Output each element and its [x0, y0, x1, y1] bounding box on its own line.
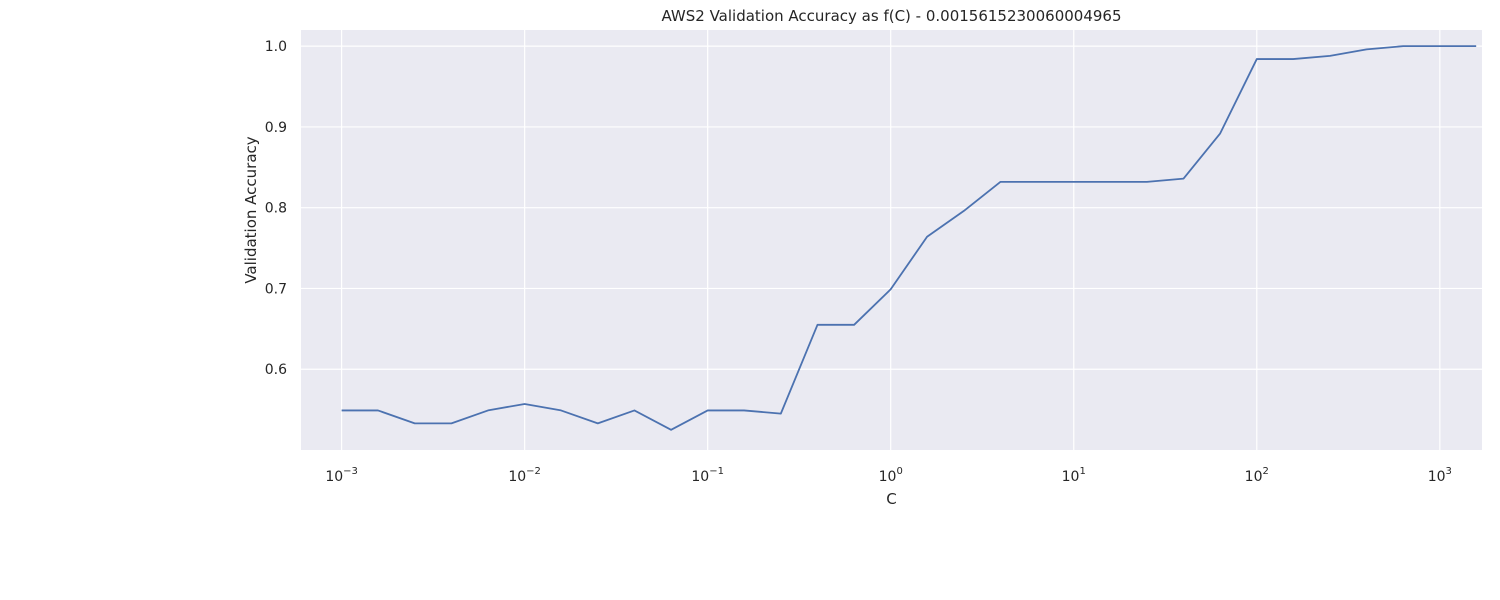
- x-axis-ticks: 10−3 10−2 10−1 100 101 102 103: [325, 466, 1452, 485]
- x-tick-label: 102: [1245, 466, 1269, 485]
- y-axis-ticks: 0.6 0.7 0.8 0.9 1.0: [265, 39, 287, 378]
- y-tick-label: 1.0: [265, 39, 287, 55]
- chart-title: AWS2 Validation Accuracy as f(C) - 0.001…: [661, 7, 1121, 25]
- x-tick-label: 10−3: [325, 466, 358, 485]
- y-tick-label: 0.6: [265, 362, 287, 378]
- y-tick-label: 0.9: [265, 120, 287, 136]
- y-tick-label: 0.8: [265, 201, 287, 217]
- plot-area: [301, 30, 1482, 450]
- y-axis-label: Validation Accuracy: [242, 136, 260, 283]
- series-line: [341, 45, 1477, 431]
- x-tick-label: 103: [1428, 466, 1452, 485]
- x-tick-label: 10−2: [508, 466, 541, 485]
- x-tick-label: 10−1: [691, 466, 724, 485]
- y-tick-label: 0.7: [265, 281, 287, 297]
- x-tick-label: 100: [879, 466, 903, 485]
- x-tick-label: 101: [1062, 466, 1086, 485]
- series-lines: [341, 45, 1477, 431]
- x-axis-label: C: [886, 490, 896, 508]
